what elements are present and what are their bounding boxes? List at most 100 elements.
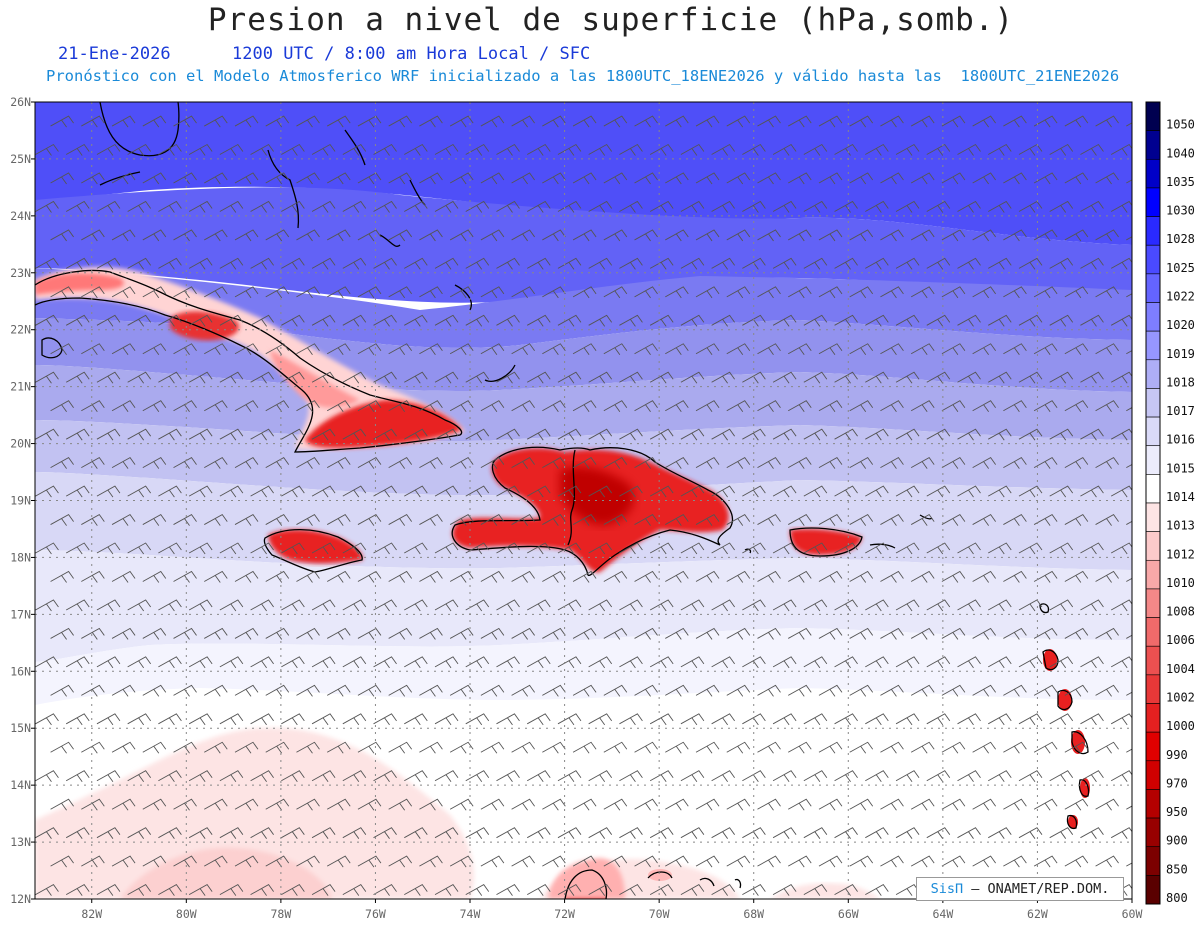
wind-barb — [588, 257, 613, 270]
wind-barb — [96, 770, 121, 783]
wind-barb — [342, 542, 367, 555]
wind-barb — [496, 599, 520, 612]
wind-barb — [588, 485, 613, 498]
wind-barb — [326, 798, 351, 811]
wind-barb — [941, 172, 966, 185]
wind-barb — [988, 713, 1012, 726]
wind-barb — [941, 457, 966, 469]
wind-barb — [910, 627, 935, 640]
wind-barb — [465, 884, 490, 896]
wind-barb — [342, 314, 367, 327]
map-field — [35, 102, 1132, 899]
wind-barb — [496, 770, 520, 783]
lat-tick-13N: 13N — [10, 835, 31, 849]
wind-barb — [311, 827, 336, 839]
wind-barb — [173, 457, 197, 469]
wind-barb — [65, 542, 90, 555]
lat-tick-18N: 18N — [10, 550, 31, 564]
wind-barb — [865, 428, 889, 441]
wind-barb — [173, 286, 197, 299]
wind-barb — [849, 286, 874, 299]
wind-barb — [296, 855, 320, 868]
wind-barb — [234, 741, 259, 754]
wind-barb — [910, 741, 935, 754]
wind-barb — [81, 627, 105, 640]
wind-barb — [557, 542, 582, 555]
wind-barb — [757, 229, 781, 242]
wind-barb — [480, 400, 505, 412]
wind-barb — [342, 371, 367, 384]
wind-barb — [480, 457, 505, 469]
wind-barb — [1080, 257, 1104, 270]
wind-barb — [818, 570, 843, 583]
lat-tick-22N: 22N — [10, 323, 31, 337]
wind-barb — [465, 371, 490, 384]
wind-barb — [127, 314, 152, 327]
wind-barb — [419, 684, 443, 697]
wind-barb — [1095, 684, 1119, 697]
wind-barb — [496, 428, 520, 441]
wind-barb — [711, 713, 735, 726]
wind-barb — [511, 570, 535, 583]
wind-barb — [311, 428, 336, 441]
wind-barb — [1110, 713, 1132, 726]
wind-barb — [988, 827, 1012, 839]
wind-barb — [818, 684, 843, 697]
wind-barb — [465, 257, 490, 270]
wind-barb — [711, 143, 735, 156]
wind-barb — [788, 627, 812, 640]
colorbar-swatch — [1145, 789, 1161, 819]
wind-barb — [158, 713, 182, 726]
wind-barb — [1064, 115, 1089, 128]
wind-barb — [926, 428, 951, 441]
wind-barb — [158, 599, 182, 612]
wind-barb — [772, 599, 797, 612]
wind-barb — [234, 172, 259, 185]
wind-barb — [65, 656, 90, 669]
puerto-rico-red — [790, 528, 862, 555]
colorbar-swatch — [1145, 731, 1161, 762]
wind-barb — [96, 599, 121, 612]
wind-barb — [357, 286, 382, 299]
lat-tick-19N: 19N — [10, 494, 31, 508]
wind-barb — [941, 684, 966, 697]
wind-barb — [142, 570, 167, 583]
lat-tick-12N: 12N — [10, 892, 31, 906]
wind-barb — [665, 798, 689, 811]
wind-barb — [726, 741, 751, 754]
wind-barb — [634, 343, 658, 356]
wind-barb — [803, 770, 828, 783]
wind-barb — [281, 200, 305, 213]
wind-barb — [957, 713, 981, 726]
wind-barb — [419, 115, 443, 128]
wind-barb — [35, 542, 59, 555]
wind-barb — [50, 400, 74, 412]
wind-barb — [127, 656, 152, 669]
wind-barb — [1064, 400, 1089, 412]
wind-barb — [834, 827, 858, 839]
wind-barb — [1080, 827, 1104, 839]
wind-barb — [542, 172, 566, 185]
wind-barb — [357, 343, 382, 356]
wind-barb — [1095, 286, 1119, 299]
south-coast — [564, 869, 608, 899]
wind-barb — [988, 599, 1012, 612]
wind-barb — [910, 684, 935, 697]
wind-barb — [281, 827, 305, 839]
lat-tick-16N: 16N — [10, 664, 31, 678]
wind-barb — [711, 371, 735, 384]
band-1025 — [35, 102, 1132, 245]
wind-barb — [342, 257, 367, 270]
wind-barb — [281, 770, 305, 783]
wind-barb — [803, 428, 828, 441]
wind-barb — [1003, 400, 1027, 412]
wind-barb — [204, 741, 228, 754]
colorbar-swatch — [1145, 531, 1161, 561]
wind-barb — [941, 400, 966, 412]
wind-barb — [742, 428, 766, 441]
wind-barb — [142, 400, 167, 412]
wind-barb — [1049, 542, 1074, 555]
wind-barb — [1095, 741, 1119, 754]
wind-barb — [619, 428, 643, 441]
wind-barb — [1033, 627, 1058, 640]
